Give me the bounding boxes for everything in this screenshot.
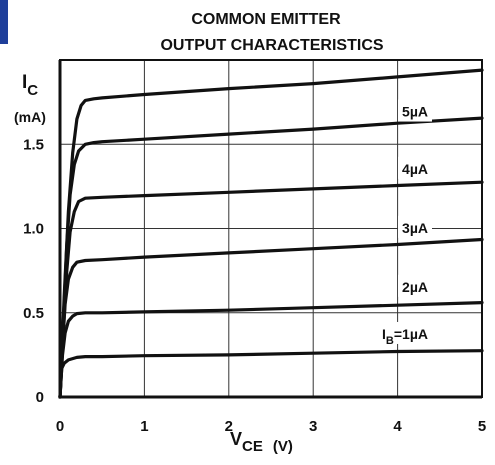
curve-label-background <box>398 99 432 122</box>
x-tick-label: 1 <box>140 418 148 435</box>
curve-label: 2µA <box>402 279 428 295</box>
chart-subtitle: OUTPUT CHARACTERISTICS <box>160 37 383 54</box>
x-tick-label: 4 <box>393 418 402 435</box>
curve-label-background <box>398 274 432 297</box>
y-tick-label: 1.5 <box>23 136 44 153</box>
x-tick-label: 2 <box>225 418 233 435</box>
curve-line <box>58 349 484 399</box>
curve-line <box>58 301 484 399</box>
curve-line <box>58 68 484 399</box>
y-axis-unit: (mA) <box>14 109 46 125</box>
curve-label-background <box>398 215 432 238</box>
x-tick-label: 0 <box>56 418 64 435</box>
curve-label-background <box>398 156 432 179</box>
y-tick-label: 0 <box>36 389 44 406</box>
curve-label: 3µA <box>402 220 428 236</box>
y-tick-label: 1.0 <box>23 221 44 238</box>
curve-label: 4µA <box>402 161 428 177</box>
curve-line <box>58 237 484 399</box>
curve-label: 5µA <box>402 104 428 120</box>
curve-label-background <box>378 321 432 344</box>
chart-title: COMMON EMITTER <box>191 11 341 28</box>
x-axis-label: VCE (V) <box>230 429 293 455</box>
curve-label: IB=1µA <box>382 326 428 347</box>
x-tick-label: 3 <box>309 418 317 435</box>
x-tick-label: 5 <box>478 418 486 435</box>
corner-accent-bar <box>0 0 8 44</box>
tick-labels: 0 1 2 3 4 5 0 0.5 1.0 1.5 <box>23 136 486 435</box>
y-axis-label: IC <box>22 72 38 99</box>
curve-label-group: IB=1µA 2µA 3µA 4µA 5µA <box>378 99 432 347</box>
y-tick-label: 0.5 <box>23 305 44 322</box>
plot-frame <box>58 59 483 399</box>
curve-group <box>58 68 484 399</box>
